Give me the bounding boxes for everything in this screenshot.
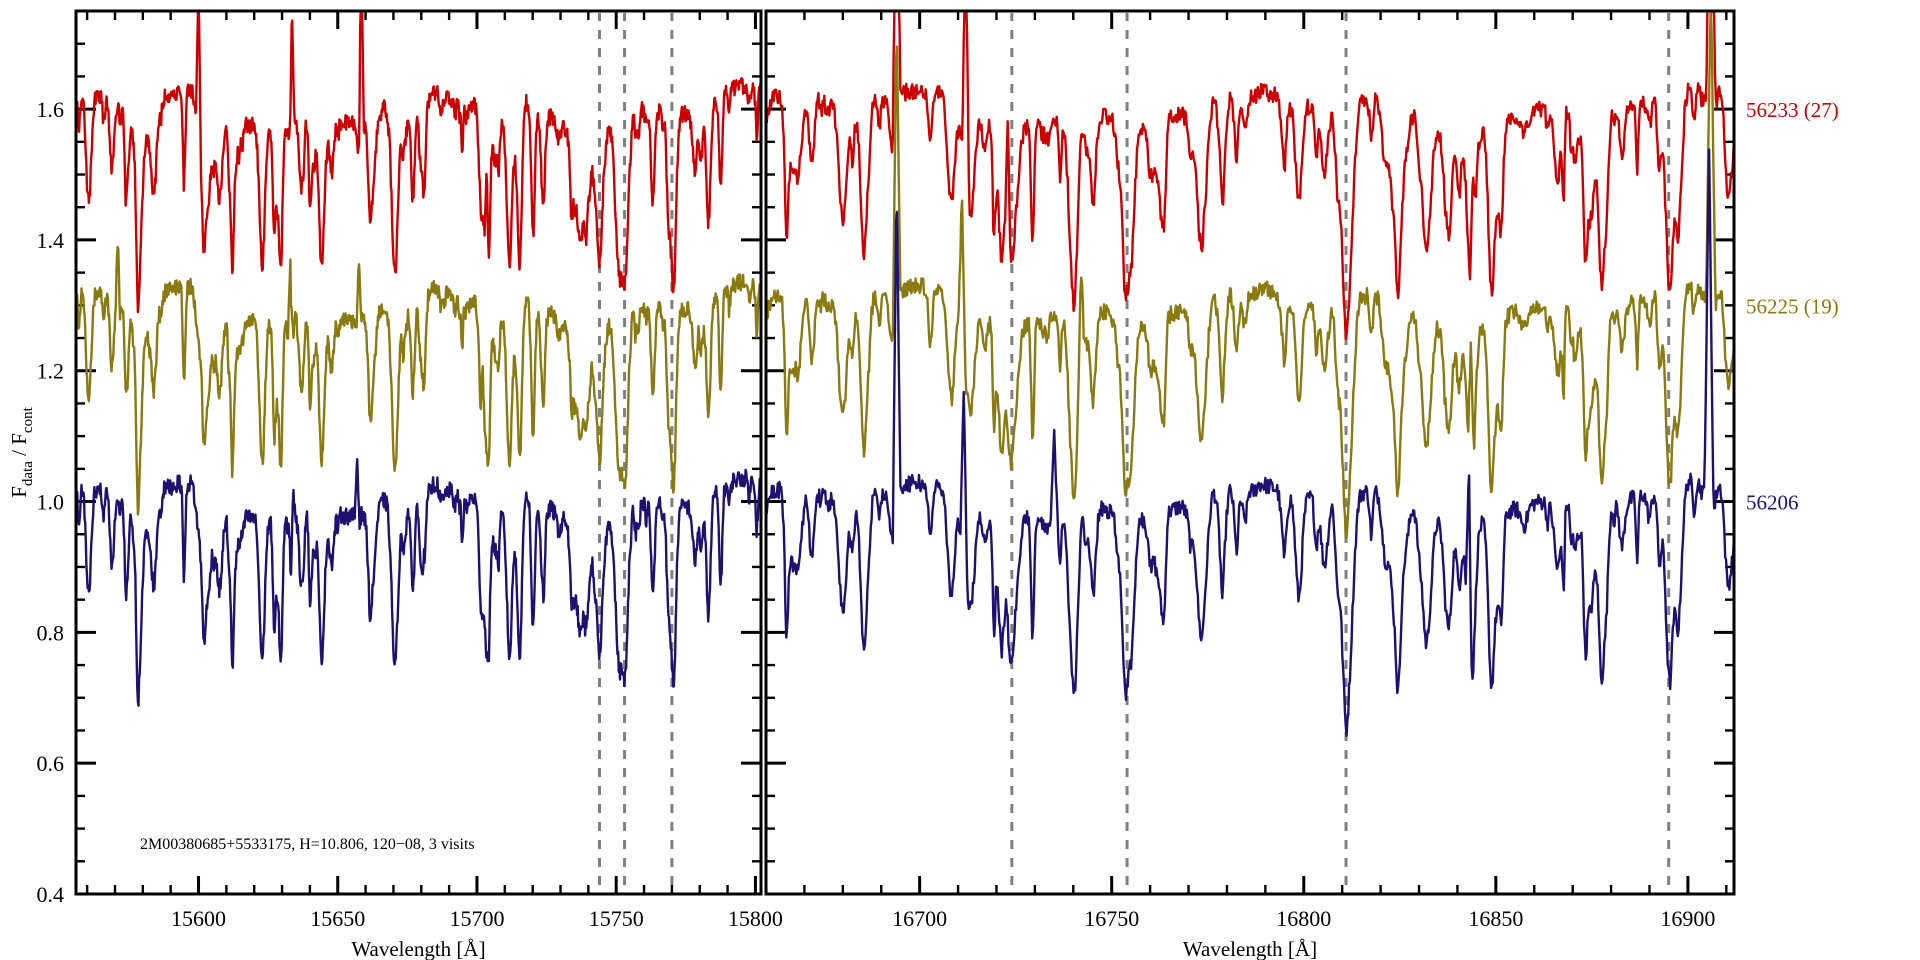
x-tick-label: 16800: [1276, 906, 1331, 931]
yaxis-title: Fdata / Fcont: [7, 406, 36, 497]
spectrum-trace-56206: [77, 458, 760, 707]
y-tick-label: 1.2: [37, 359, 65, 384]
target-annotation: 2M00380685+5533175, H=10.806, 120−08, 3 …: [140, 836, 475, 853]
x-tick-label: 15650: [310, 906, 365, 931]
right-panel-frame: [764, 9, 1736, 896]
spectrum-trace-56233: [77, 12, 760, 314]
x-tick-label: 15800: [728, 906, 783, 931]
x-tick-label: 15750: [589, 906, 644, 931]
y-tick-label: 1.0: [37, 490, 65, 515]
spectrum-trace-56225: [77, 245, 760, 516]
x-tick-label: 15700: [449, 906, 504, 931]
x-tick-label: 16750: [1084, 906, 1139, 931]
spectrum-trace-56206: [767, 148, 1733, 737]
y-tick-label: 0.4: [37, 882, 65, 907]
y-tick-label: 1.4: [37, 228, 65, 253]
legend-label-0: 56233 (27): [1746, 98, 1839, 122]
y-tick-label: 0.8: [37, 620, 65, 645]
left-panel-frame: [74, 9, 763, 896]
x-tick-label: 16700: [892, 906, 947, 931]
y-tick-label: 1.6: [37, 97, 65, 122]
left-panel-data: [77, 12, 760, 707]
x-tick-label: 16850: [1468, 906, 1523, 931]
x-tick-label: 15600: [171, 906, 226, 931]
legend-label-2: 56206: [1746, 491, 1799, 515]
right-panel-data: [767, 12, 1733, 737]
legend-label-1: 56225 (19): [1746, 294, 1839, 318]
left-panel-xaxis-title: Wavelength [Å]: [351, 937, 485, 960]
spectrum-trace-56225: [767, 12, 1733, 540]
x-tick-label: 16900: [1660, 906, 1715, 931]
right-panel-xaxis-title: Wavelength [Å]: [1183, 937, 1317, 960]
spectrum-trace-56233: [767, 12, 1733, 341]
y-tick-label: 0.6: [37, 751, 65, 776]
